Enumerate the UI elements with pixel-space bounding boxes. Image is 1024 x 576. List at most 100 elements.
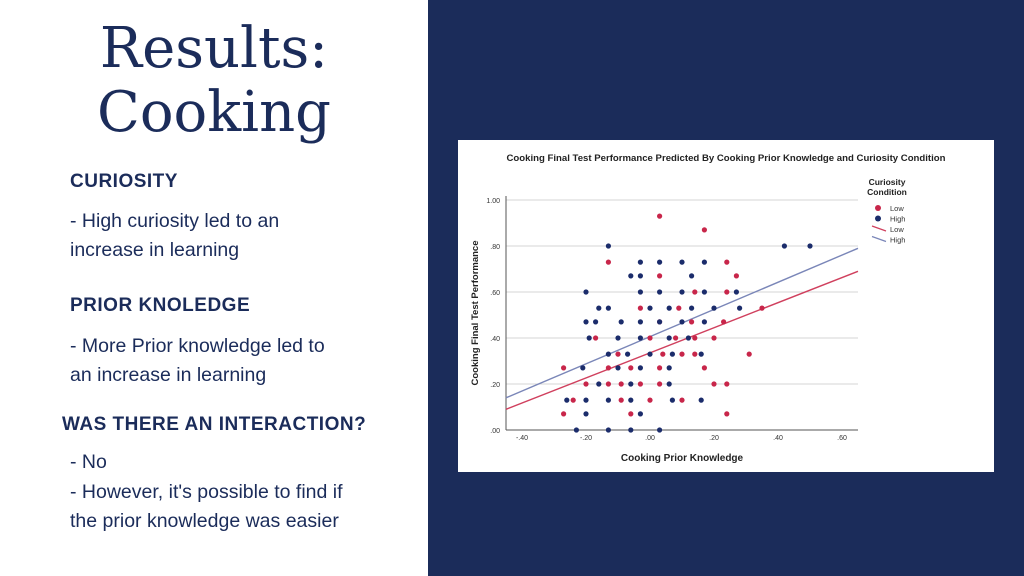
slide-title-line-1: Results: — [99, 16, 329, 81]
point-high — [781, 243, 787, 249]
chart-container: Cooking Final Test Performance Predicted… — [458, 140, 994, 472]
point-high — [628, 273, 634, 279]
point-high — [583, 289, 589, 295]
point-high — [666, 305, 672, 311]
point-low — [724, 259, 730, 265]
point-high — [733, 289, 739, 295]
point-low — [673, 335, 679, 341]
point-high — [564, 397, 570, 403]
legend-title: Curiosity — [869, 177, 906, 187]
point-high — [666, 381, 672, 387]
point-low — [628, 365, 634, 371]
point-high — [637, 335, 643, 341]
point-high — [583, 397, 589, 403]
point-high — [711, 305, 717, 311]
point-low — [618, 397, 624, 403]
curiosity-heading: CURIOSITY — [70, 171, 178, 192]
fit-line-low — [505, 270, 859, 410]
point-low — [676, 305, 682, 311]
gridlines — [506, 199, 858, 431]
legend-label: Low — [890, 204, 904, 213]
y-tick-label: .60 — [490, 290, 500, 297]
point-low — [660, 351, 666, 357]
point-high — [605, 305, 611, 311]
point-high — [657, 427, 663, 433]
slide-title-line-2: Cooking — [96, 80, 332, 145]
point-high — [586, 335, 592, 341]
point-high — [615, 365, 621, 371]
point-low — [724, 411, 730, 417]
scatter-chart: Cooking Final Test Performance Predicted… — [470, 153, 946, 464]
x-tick-labels: -.40 -.20 .00 .20 .40 .60 — [516, 435, 847, 442]
point-high — [666, 365, 672, 371]
point-high — [605, 427, 611, 433]
point-low — [583, 381, 589, 387]
interaction-line-3: the prior knowledge was easier — [70, 510, 339, 532]
point-high — [605, 351, 611, 357]
left-panel: Results: Cooking CURIOSITY - High curios… — [0, 0, 428, 576]
point-low — [657, 213, 663, 219]
point-high — [573, 427, 579, 433]
point-low — [647, 335, 653, 341]
point-low — [593, 335, 599, 341]
point-low — [701, 365, 707, 371]
prior-knowledge-line-2: an increase in learning — [70, 364, 267, 386]
point-high — [698, 397, 704, 403]
point-low — [759, 305, 765, 311]
point-low — [618, 381, 624, 387]
point-low — [657, 273, 663, 279]
data-points — [561, 213, 813, 433]
point-low — [561, 411, 567, 417]
point-low — [721, 319, 727, 325]
point-high — [807, 243, 813, 249]
point-high — [647, 351, 653, 357]
point-high — [596, 305, 602, 311]
point-low — [692, 335, 698, 341]
point-high — [605, 397, 611, 403]
point-high — [689, 273, 695, 279]
interaction-heading: WAS THERE AN INTERACTION? — [62, 414, 367, 435]
x-tick-label: -.40 — [516, 435, 528, 442]
point-high — [669, 397, 675, 403]
point-high — [657, 319, 663, 325]
point-high — [701, 289, 707, 295]
point-high — [628, 381, 634, 387]
point-low — [657, 381, 663, 387]
legend-title: Condition — [867, 187, 907, 197]
point-high — [679, 319, 685, 325]
y-tick-label: .40 — [490, 336, 500, 343]
fit-lines — [505, 247, 859, 410]
point-high — [628, 427, 634, 433]
point-low — [605, 365, 611, 371]
legend-label: High — [890, 215, 905, 224]
prior-knowledge-line-1: - More Prior knowledge led to — [70, 335, 325, 357]
prior-knowledge-heading: PRIOR KNOLEDGE — [70, 295, 251, 316]
x-tick-label: .60 — [837, 435, 847, 442]
y-tick-label: .20 — [490, 382, 500, 389]
point-low — [692, 351, 698, 357]
point-high — [583, 319, 589, 325]
point-low — [701, 227, 707, 233]
legend-swatch-line — [871, 235, 887, 243]
point-low — [615, 351, 621, 357]
point-high — [647, 305, 653, 311]
point-high — [657, 259, 663, 265]
curiosity-line-1: - High curiosity led to an — [70, 210, 280, 232]
interaction-line-2: - However, it's possible to find if — [70, 480, 343, 503]
point-high — [685, 335, 691, 341]
curiosity-body: - High curiosity led to an increase in l… — [70, 207, 410, 265]
legend-swatch-point — [875, 215, 881, 222]
legend-swatch-point — [875, 205, 881, 211]
point-low — [724, 289, 730, 295]
point-high — [628, 397, 634, 403]
point-low — [561, 365, 567, 371]
point-low — [711, 335, 717, 341]
interaction-body: - No - However, it's possible to find if… — [70, 448, 410, 537]
point-high — [701, 259, 707, 265]
point-high — [666, 335, 672, 341]
point-low — [692, 289, 698, 295]
x-tick-label: .00 — [645, 435, 655, 442]
point-high — [637, 319, 643, 325]
y-tick-labels: .00 .20 .40 .60 .80 1.00 — [486, 198, 500, 435]
y-axis-label: Cooking Final Test Performance — [470, 241, 481, 386]
